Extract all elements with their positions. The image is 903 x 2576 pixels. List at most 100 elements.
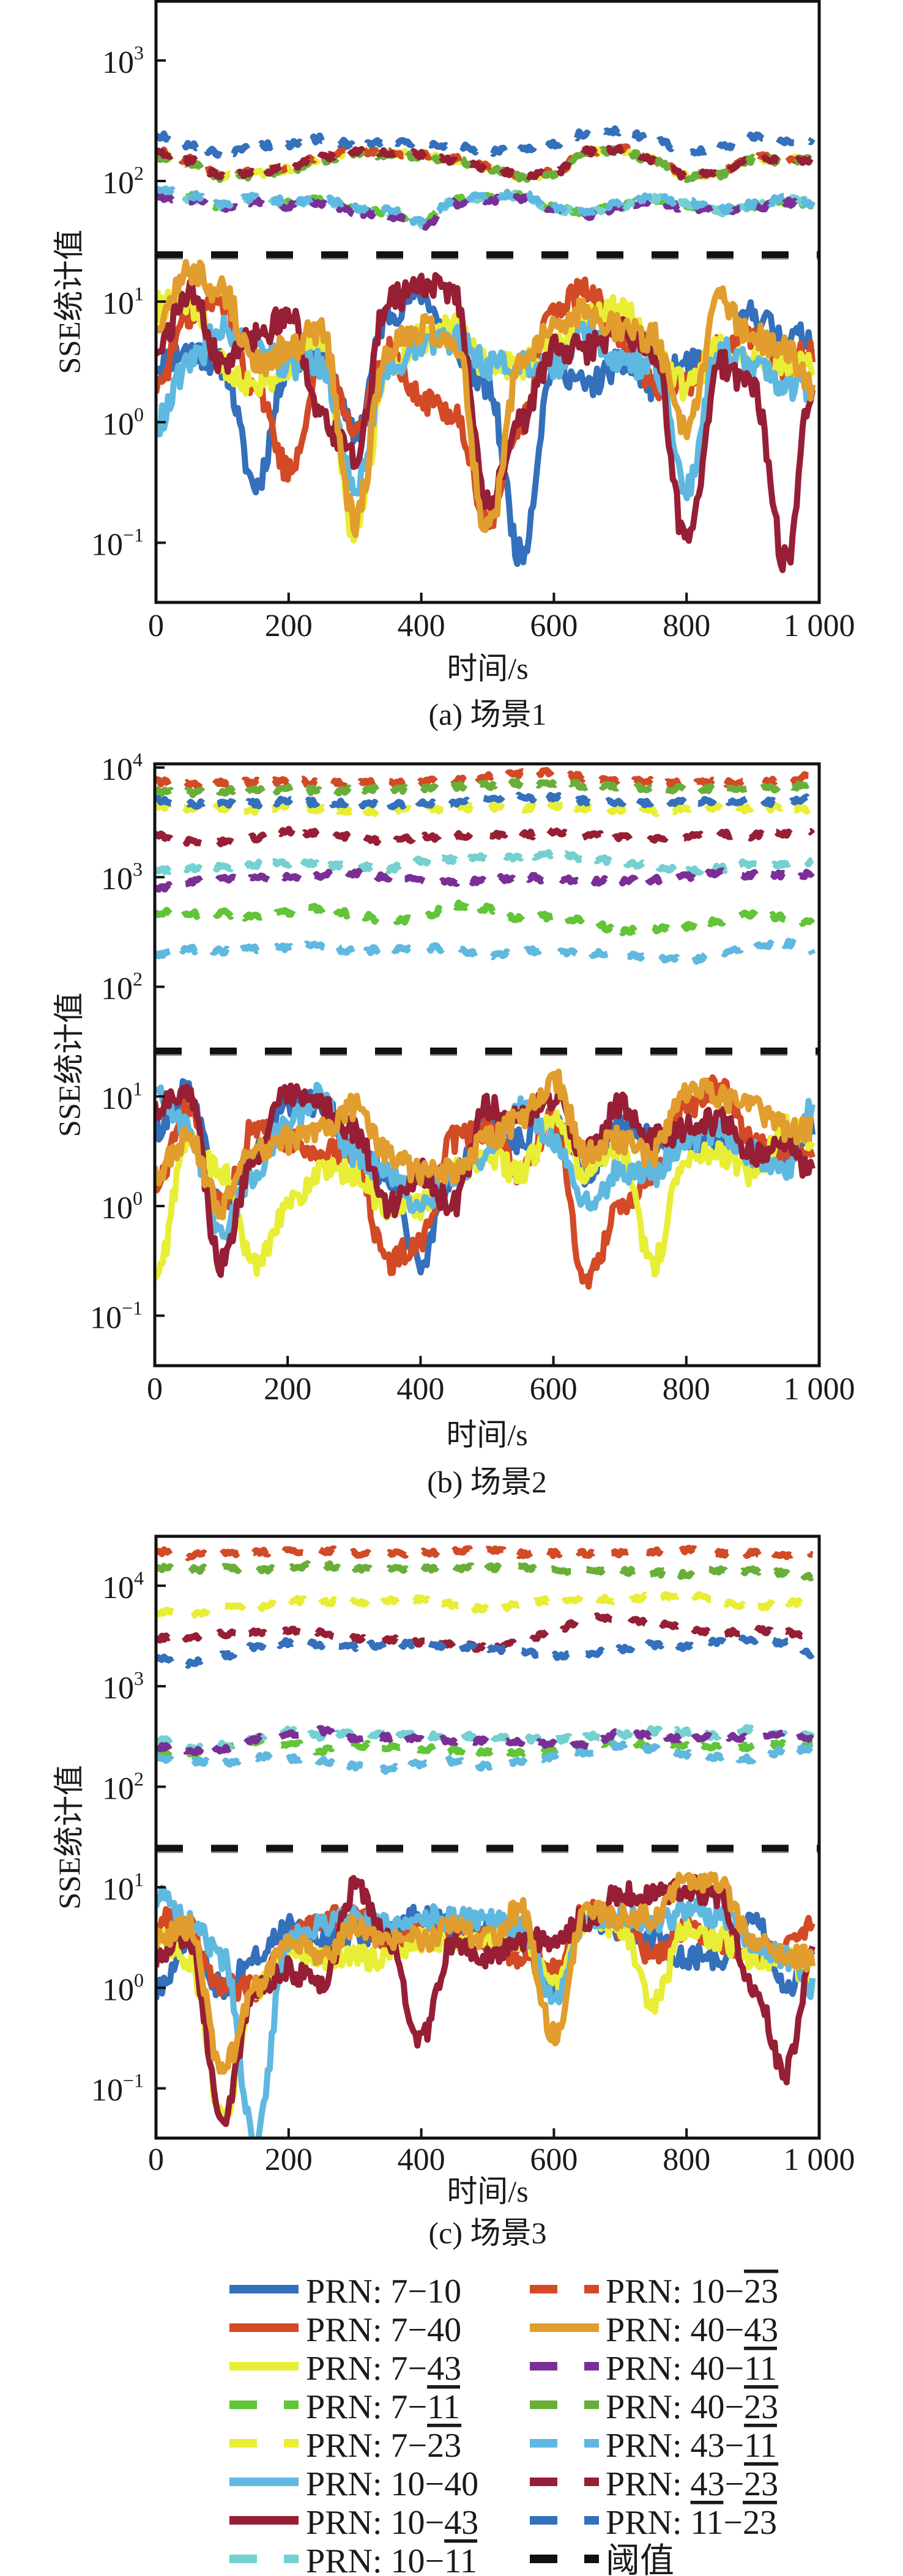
series-line: [155, 826, 816, 848]
legend-label: PRN: 10−11: [306, 2542, 477, 2576]
panel-caption: (a) 场景1: [429, 697, 547, 731]
series-line: [155, 1083, 816, 1278]
plot-frame: [154, 1534, 821, 2140]
plot-area: [155, 767, 819, 1290]
legend-label: PRN: 40−43: [606, 2311, 778, 2349]
series-line: [155, 867, 815, 893]
series-line: [155, 791, 814, 810]
legend-item: PRN: 43−23: [530, 2465, 778, 2503]
legend-label: PRN: 7−10: [306, 2273, 461, 2311]
x-tick-label: 800: [663, 1372, 710, 1407]
plot-area: [156, 125, 819, 574]
plot-area: [156, 1544, 819, 2138]
legend-item: PRN: 7−11: [229, 2388, 460, 2426]
series-line: [156, 1544, 814, 1561]
x-axis-label: 时间/s: [447, 651, 528, 686]
y-tick-label: 104: [101, 749, 143, 787]
series-line: [156, 1725, 814, 1756]
legend-label: PRN: 43−23: [606, 2465, 778, 2503]
y-tick-label: 102: [102, 162, 144, 201]
y-tick-label: 10−1: [90, 1297, 143, 1335]
series-line: [155, 899, 816, 936]
y-tick-label: 102: [101, 968, 143, 1007]
x-tick-label: 200: [265, 2142, 313, 2177]
x-tick-label: 400: [398, 2142, 445, 2177]
series-line: [156, 185, 816, 226]
panel-caption: (b) 场景2: [427, 1465, 547, 1499]
chart-panel: 10−1 100 101 102 103 104 0 200 400 600 800 1 000 时间/…: [52, 749, 855, 1499]
x-tick-label: 200: [264, 1372, 311, 1407]
x-tick-label: 800: [663, 2142, 710, 2177]
legend-item: PRN: 40−23: [530, 2388, 778, 2426]
legend-item: 阈值: [530, 2542, 674, 2576]
series-line: [156, 1905, 816, 2121]
legend-label: 阈值: [606, 2542, 674, 2576]
y-tick-label: 101: [102, 1868, 144, 1907]
legend-item: PRN: 10−11: [229, 2542, 477, 2576]
y-tick-label: 100: [102, 403, 144, 442]
series-line: [156, 1612, 814, 1654]
series-line: [156, 193, 814, 231]
y-tick-label: 101: [101, 1078, 143, 1116]
y-tick-label: 104: [102, 1567, 144, 1605]
x-tick-label: 200: [265, 609, 313, 643]
x-axis-label: 时间/s: [447, 2174, 528, 2208]
y-axis-label: SSE统计值: [52, 229, 86, 374]
x-tick-label: 400: [396, 1372, 444, 1407]
y-tick-label: 100: [101, 1187, 143, 1226]
legend-item: PRN: 10−23: [530, 2273, 778, 2311]
x-tick-label: 600: [530, 609, 578, 643]
legend-item: PRN: 7−23: [229, 2427, 461, 2465]
x-tick-label: 400: [398, 609, 445, 643]
y-tick-label: 10−1: [91, 2070, 144, 2108]
legend-label: PRN: 40−23: [606, 2388, 778, 2426]
series-line: [156, 1736, 814, 1760]
legend-label: PRN: 7−23: [306, 2427, 461, 2465]
legend-label: PRN: 11−23: [606, 2504, 777, 2542]
legend-label: PRN: 10−23: [606, 2273, 778, 2311]
legend-label: PRN: 43−11: [606, 2427, 777, 2465]
series-line: [155, 937, 816, 966]
x-tick-label: 0: [148, 2142, 164, 2177]
y-tick-label: 103: [102, 42, 144, 80]
series-line: [156, 1588, 816, 1620]
legend-label: PRN: 7−43: [306, 2350, 461, 2388]
x-tick-label: 0: [147, 1372, 163, 1407]
legend-item: PRN: 7−43: [229, 2350, 461, 2388]
x-tick-label: 800: [663, 609, 710, 643]
x-axis-label: 时间/s: [446, 1418, 527, 1452]
legend-label: PRN: 40−11: [606, 2350, 777, 2388]
panel-caption: (c) 场景3: [429, 2216, 547, 2250]
legend-item: PRN: 40−11: [530, 2350, 777, 2388]
legend-label: PRN: 7−40: [306, 2311, 461, 2349]
chart-panel: 10−1 100 101 102 103 104 0 200 400 600 800 1 000 时间/…: [52, 1534, 855, 2250]
chart-panel: 10−1 100 101 102 103 0 200 400 600 800 1 000 时间/s SS…: [52, 0, 855, 731]
x-tick-label: 1 000: [784, 1372, 855, 1407]
plot-frame: [153, 762, 821, 1368]
panels: 10−1 100 101 102 103 0 200 400 600 800 1 000 时间/s SS…: [52, 0, 855, 2250]
y-tick-label: 103: [102, 1667, 144, 1706]
series-line: [155, 777, 816, 799]
legend-item: PRN: 7−10: [229, 2273, 461, 2311]
legend-item: PRN: 10−43: [229, 2504, 478, 2542]
x-tick-label: 1 000: [784, 609, 855, 643]
x-tick-label: 600: [530, 2142, 578, 2177]
legend-item: PRN: 43−11: [530, 2427, 777, 2465]
x-tick-label: 0: [148, 609, 164, 643]
legend-item: PRN: 40−43: [530, 2311, 778, 2349]
x-tick-label: 1 000: [784, 2142, 855, 2177]
series-line: [156, 259, 816, 538]
series-line: [156, 1739, 816, 1775]
series-line: [155, 848, 814, 876]
series-line: [156, 1871, 816, 2075]
series-line: [156, 1884, 816, 2138]
y-tick-label: 10−1: [91, 524, 144, 562]
y-tick-label: 100: [102, 1969, 144, 2007]
series-line: [156, 1560, 814, 1582]
series-line: [156, 1634, 815, 1669]
y-axis-label: SSE统计值: [52, 993, 86, 1137]
series-line: [156, 272, 816, 574]
legend-item: PRN: 10−40: [229, 2465, 478, 2503]
legend-item: PRN: 11−23: [530, 2504, 777, 2542]
